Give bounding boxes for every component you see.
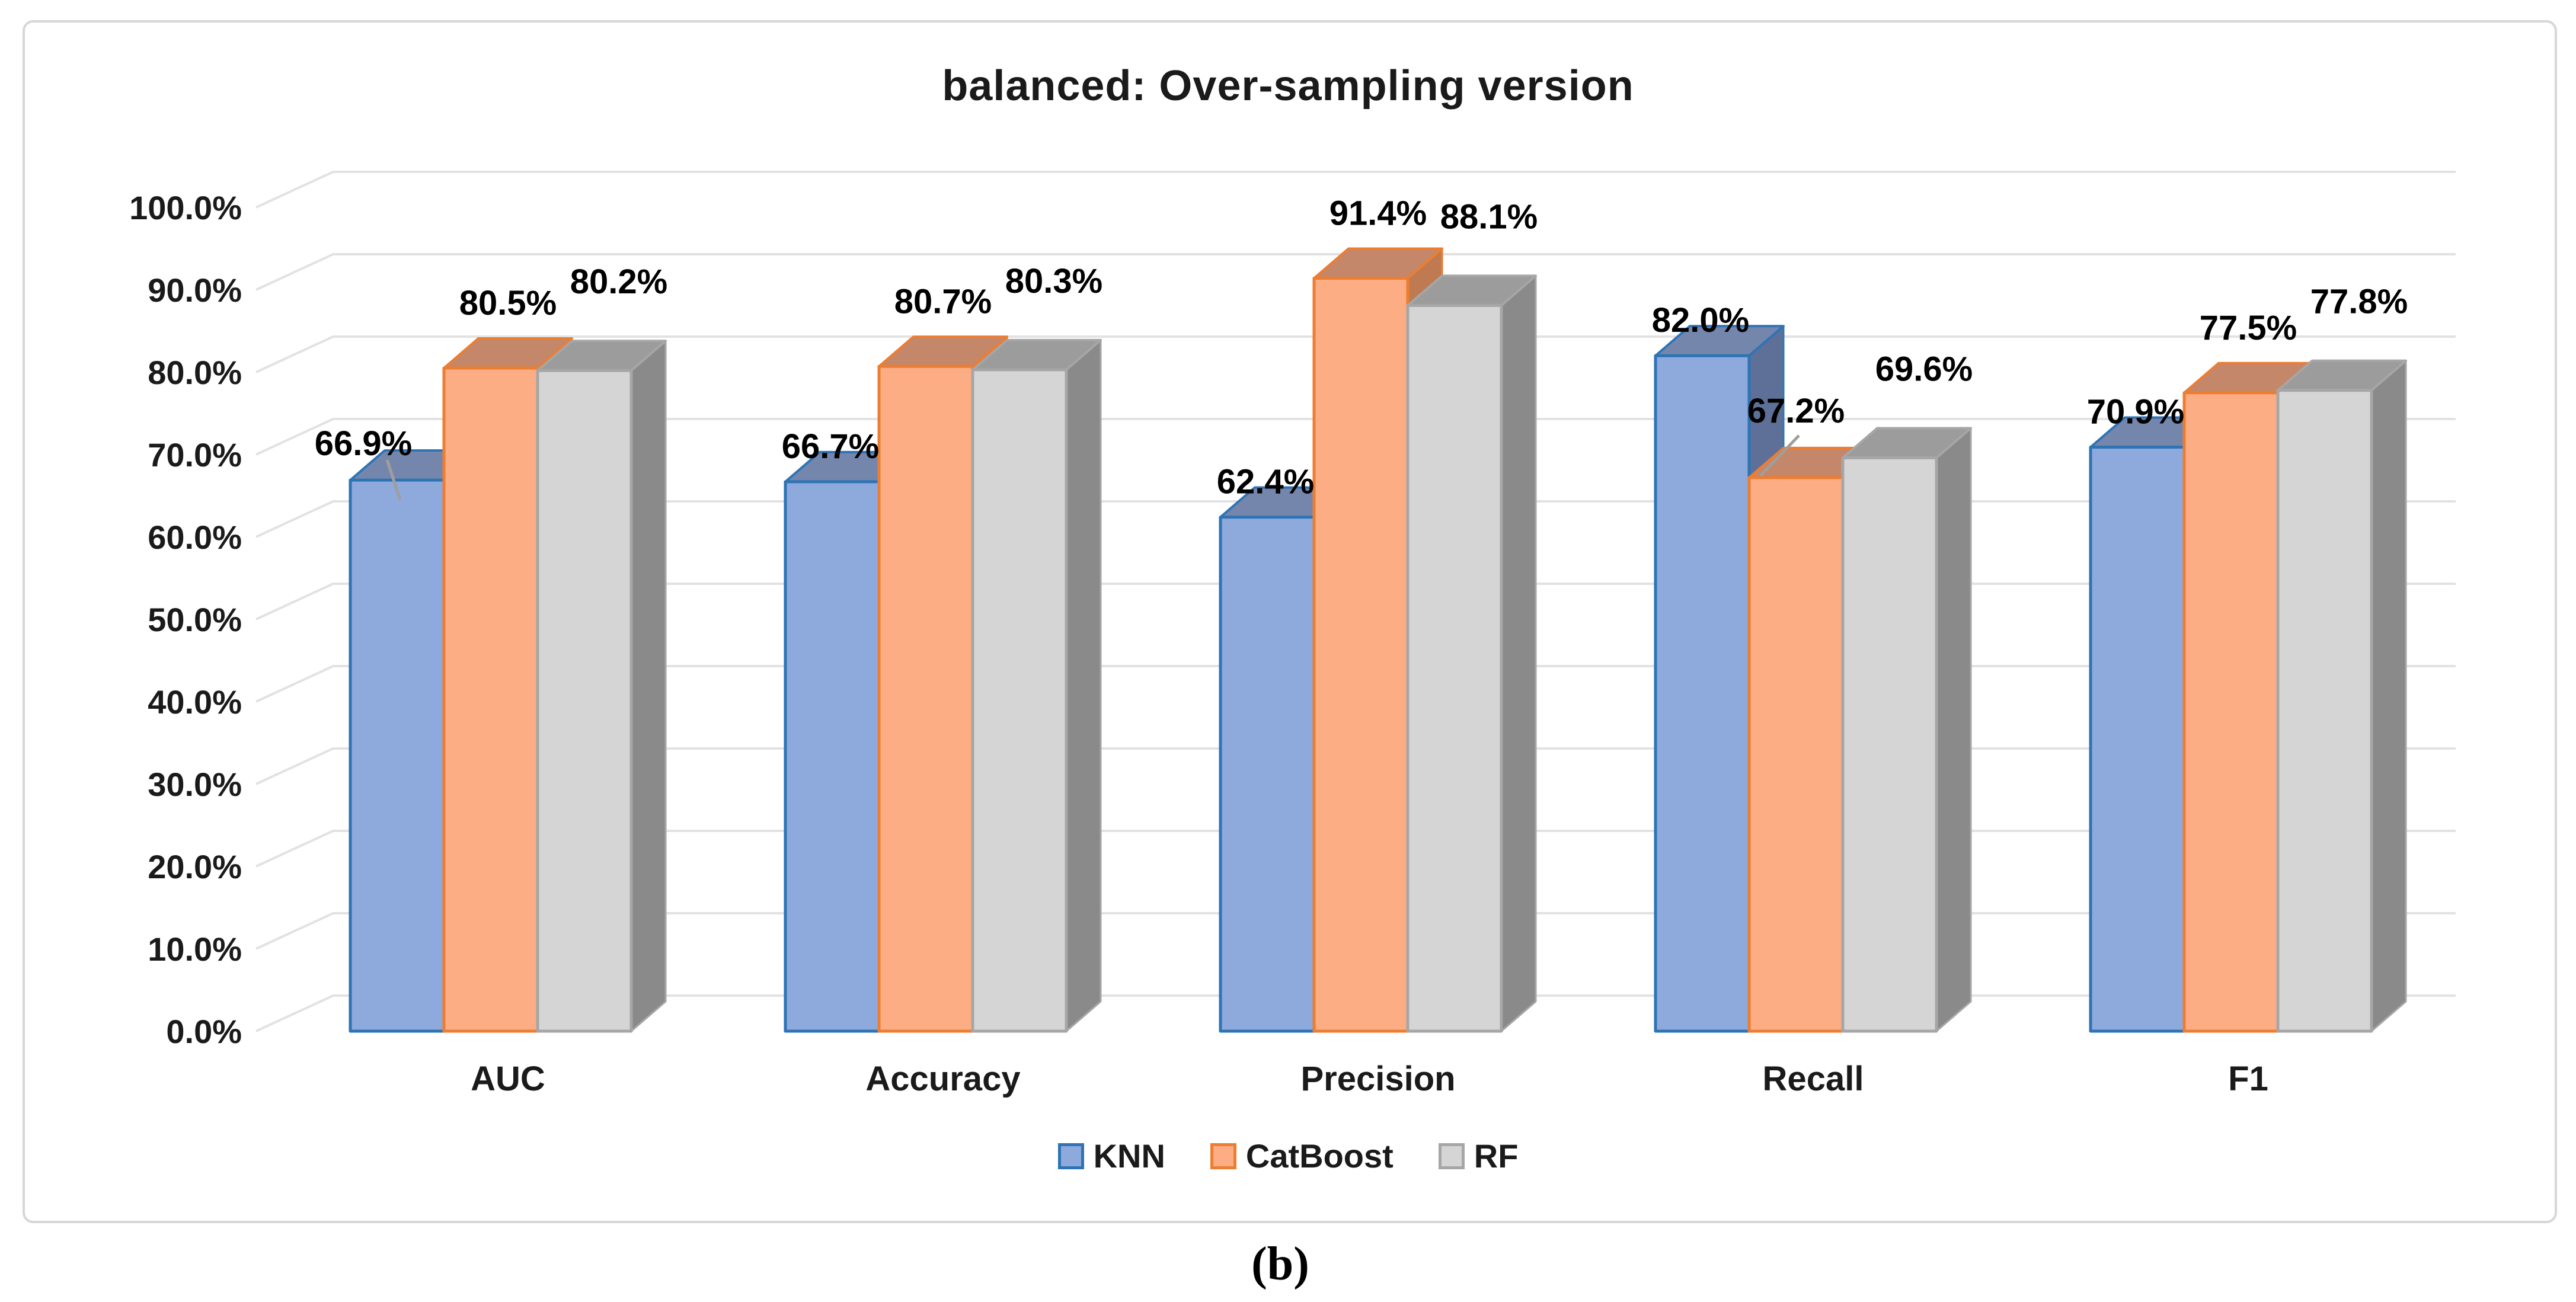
gridline [255, 253, 2456, 291]
ytick-label: 20.0% [148, 848, 242, 885]
data-label: 67.2% [1747, 392, 1845, 430]
legend-item-catboost: CatBoost [1210, 1137, 1394, 1175]
gridline [255, 171, 2456, 209]
bar-catboost-precision [1312, 277, 1410, 1033]
bar-catboost-f1 [2182, 391, 2280, 1033]
legend-swatch-rf [1438, 1143, 1465, 1169]
data-label: 70.9% [2087, 392, 2184, 431]
ytick-label: 10.0% [148, 930, 242, 968]
label-leader-line [385, 459, 402, 500]
data-label: 82.0% [1652, 301, 1749, 340]
legend-swatch-knn [1057, 1143, 1084, 1169]
legend-label-catboost: CatBoost [1245, 1137, 1394, 1175]
bar-rf-auc-side [630, 340, 667, 1032]
data-label: 80.2% [570, 263, 667, 301]
bar-knn-precision [1219, 516, 1316, 1033]
bar-knn-accuracy [784, 480, 881, 1033]
category-label: Precision [1300, 1060, 1455, 1098]
legend-label-knn: KNN [1093, 1137, 1165, 1175]
data-label: 66.7% [782, 427, 879, 466]
figure-caption: (b) [1251, 1238, 1309, 1290]
bar-rf-accuracy [971, 368, 1068, 1033]
bar-knn-recall [1654, 354, 1751, 1033]
category-label: Accuracy [865, 1060, 1020, 1098]
label-leader-line [1759, 434, 1800, 477]
ytick-label: 30.0% [148, 766, 242, 803]
bar-rf-precision [1406, 303, 1503, 1033]
legend-swatch-catboost [1210, 1143, 1236, 1169]
legend-item-rf: RF [1438, 1137, 1519, 1175]
bar-catboost-recall [1747, 476, 1845, 1033]
data-label: 77.8% [2310, 283, 2408, 321]
bar-catboost-auc [442, 366, 539, 1033]
data-label: 80.7% [894, 282, 992, 321]
legend-label-rf: RF [1474, 1137, 1519, 1175]
bar-rf-f1 [2276, 389, 2373, 1033]
ytick-label: 70.0% [148, 436, 242, 474]
data-label: 88.1% [1440, 197, 1538, 236]
ytick-label: 40.0% [148, 683, 242, 721]
ytick-label: 60.0% [148, 519, 242, 556]
bar-rf-f1-side [2370, 360, 2407, 1032]
data-label: 77.5% [2200, 309, 2297, 347]
ytick-label: 90.0% [148, 271, 242, 309]
data-label: 80.3% [1005, 262, 1102, 300]
bar-knn-auc [349, 478, 446, 1033]
data-label: 62.4% [1217, 463, 1314, 501]
category-label: AUC [471, 1060, 545, 1098]
bar-rf-accuracy-side [1065, 339, 1102, 1032]
category-label: Recall [1763, 1060, 1864, 1098]
data-label: 69.6% [1875, 350, 1973, 389]
bar-rf-precision-side [1500, 274, 1537, 1032]
chart-title: balanced: Over-sampling version [942, 62, 1634, 110]
ytick-label: 80.0% [148, 354, 242, 391]
data-label: 91.4% [1329, 194, 1427, 233]
ytick-label: 0.0% [166, 1013, 242, 1050]
legend: KNN CatBoost RF [0, 1137, 2576, 1175]
bar-rf-recall-side [1935, 427, 1972, 1032]
bar-rf-auc [536, 369, 633, 1033]
data-label: 66.9% [315, 424, 412, 463]
data-label: 80.5% [459, 284, 557, 322]
bar-catboost-accuracy [877, 364, 974, 1033]
legend-item-knn: KNN [1057, 1137, 1165, 1175]
bar-knn-f1 [2089, 445, 2186, 1033]
ytick-label: 100.0% [129, 189, 242, 226]
category-label: F1 [2228, 1060, 2268, 1098]
ytick-label: 50.0% [148, 601, 242, 638]
bar-rf-recall [1841, 456, 1938, 1033]
